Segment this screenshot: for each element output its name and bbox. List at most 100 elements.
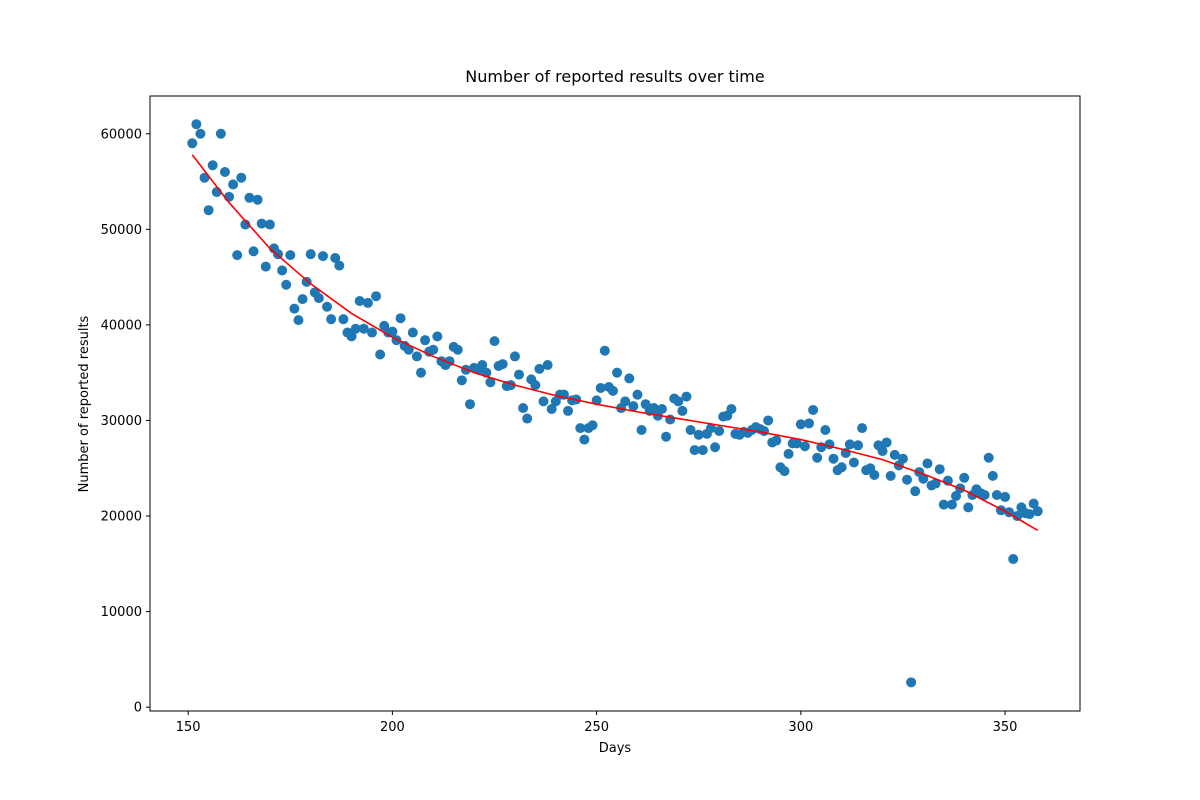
- scatter-point: [228, 179, 239, 190]
- scatter-point: [289, 303, 300, 314]
- x-tick-label: 300: [788, 720, 813, 735]
- scatter-point: [207, 160, 218, 171]
- plot-area: [187, 119, 1043, 688]
- scatter-point: [465, 399, 476, 410]
- scatter-point: [432, 331, 443, 342]
- scatter-point: [881, 437, 892, 448]
- scatter-point: [1008, 554, 1019, 565]
- scatter-point: [534, 363, 545, 374]
- scatter-point: [869, 469, 880, 480]
- scatter-point: [428, 344, 439, 355]
- scatter-point: [264, 219, 275, 230]
- scatter-point: [607, 385, 618, 396]
- scatter-point: [415, 367, 426, 378]
- scatter-point: [514, 369, 525, 380]
- scatter-point: [522, 413, 533, 424]
- scatter-point: [477, 360, 488, 371]
- scatter-point: [542, 360, 553, 371]
- y-tick-label: 50000: [101, 223, 142, 238]
- scatter-point: [763, 415, 774, 426]
- fit-line: [191, 154, 1039, 532]
- scatter-point: [530, 380, 541, 391]
- scatter-point: [938, 499, 949, 510]
- scatter-point: [236, 172, 247, 183]
- scatter-point: [681, 391, 692, 402]
- x-tick-label: 200: [380, 720, 405, 735]
- scatter-point: [979, 490, 990, 501]
- scatter-point: [922, 458, 933, 469]
- scatter-point: [485, 377, 496, 388]
- scatter-point: [407, 327, 418, 338]
- scatter-point: [897, 453, 908, 464]
- scatter-point: [812, 452, 823, 463]
- scatter-point: [203, 205, 214, 216]
- scatter-point: [322, 301, 333, 312]
- scatter-point: [497, 359, 508, 370]
- x-axis-label: Days: [599, 741, 632, 756]
- scatter-point: [334, 260, 345, 271]
- axes-frame: [149, 95, 1081, 712]
- scatter-point: [587, 420, 598, 431]
- scatter-point: [726, 403, 737, 414]
- scatter-point: [371, 291, 382, 302]
- scatter-point: [779, 466, 790, 477]
- y-tick-label: 40000: [101, 318, 142, 333]
- scatter-point: [705, 423, 716, 434]
- scatter-point: [693, 429, 704, 440]
- y-tick-label: 60000: [101, 127, 142, 142]
- y-tick-label: 10000: [101, 605, 142, 620]
- scatter-point: [509, 351, 520, 362]
- scatter-point: [350, 323, 361, 334]
- scatter-point: [305, 249, 316, 260]
- scatter-point: [828, 453, 839, 464]
- scatter-point: [934, 464, 945, 475]
- scatter-point: [1000, 491, 1011, 502]
- x-tick-label: 250: [584, 720, 609, 735]
- scatter-point: [963, 502, 974, 513]
- y-tick-label: 0: [134, 701, 142, 716]
- scatter-point: [1028, 498, 1039, 509]
- scatter-point: [946, 499, 957, 510]
- scatter-point: [656, 403, 667, 414]
- scatter-point: [689, 445, 700, 456]
- scatter-point: [346, 331, 357, 342]
- scatter-point: [857, 423, 868, 434]
- scatter-point: [612, 367, 623, 378]
- scatter-point: [277, 265, 288, 276]
- scatter-point: [260, 261, 271, 272]
- scatter-point: [420, 335, 431, 346]
- scatter-point: [403, 344, 414, 355]
- chart-title: Number of reported results over time: [465, 67, 764, 86]
- scatter-point: [232, 250, 243, 261]
- scatter-point: [771, 435, 782, 446]
- scatter-point: [673, 396, 684, 407]
- scatter-point: [885, 470, 896, 481]
- scatter-point: [1032, 506, 1043, 517]
- scatter-point: [362, 297, 373, 308]
- scatter-point: [575, 423, 586, 434]
- scatter-point: [317, 251, 328, 262]
- scatter-point: [714, 425, 725, 436]
- scatter-point: [804, 418, 815, 429]
- scatter-point: [795, 419, 806, 430]
- scatter-point: [297, 294, 308, 305]
- scatter-point: [991, 490, 1002, 501]
- scatter-point: [951, 490, 962, 501]
- scatter-point: [452, 344, 463, 355]
- scatter-point: [836, 462, 847, 473]
- scatter-point: [628, 401, 639, 412]
- scatter-point: [889, 449, 900, 460]
- y-tick-label: 20000: [101, 510, 142, 525]
- scatter-point: [1024, 509, 1035, 520]
- scatter-point: [244, 192, 255, 203]
- scatter-point: [248, 246, 259, 257]
- scatter-point: [987, 470, 998, 481]
- scatter-point: [538, 396, 549, 407]
- scatter-point: [191, 119, 202, 130]
- scatter-point: [632, 389, 643, 400]
- scatter-point: [330, 252, 341, 263]
- scatter-point: [595, 382, 606, 393]
- scatter-point: [599, 345, 610, 356]
